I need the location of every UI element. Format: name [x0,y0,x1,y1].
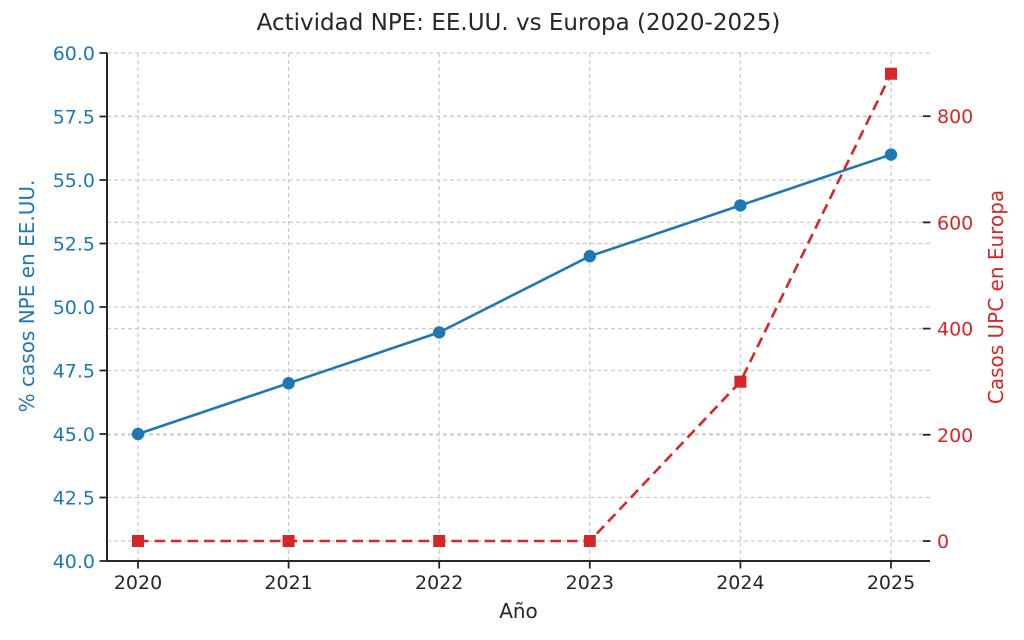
right-tick-label-200: 200 [937,425,973,447]
right-tick-label-600: 600 [937,212,973,234]
chart-title: Actividad NPE: EE.UU. vs Europa (2020-20… [256,10,781,36]
data-point-eu-upc-2023 [583,535,596,547]
right-tick-label-0: 0 [937,531,949,553]
data-point-us-npe-2023 [583,250,596,263]
left-tick-label-60: 60.0 [53,43,95,65]
left-tick-label-45: 45.0 [53,424,95,446]
x-axis-label: Año [499,599,538,623]
data-point-us-npe-2025 [884,148,898,161]
x-tick-label-2022: 2022 [415,572,463,594]
left-tick-label-50: 50.0 [53,297,95,319]
data-point-us-npe-2024 [734,199,747,212]
data-point-eu-upc-2025 [885,67,897,80]
data-point-us-npe-2022 [433,326,446,339]
series-eu-upc-line [138,73,893,543]
right-tick-label-800: 800 [937,106,973,128]
x-tick-label-2023: 2023 [566,572,614,594]
data-point-us-npe-2021 [282,377,295,390]
left-tick-label-42.5: 42.5 [53,488,95,510]
left-tick-label-47.5: 47.5 [53,361,95,383]
left-tick-label-52.5: 52.5 [53,234,95,256]
data-point-eu-upc-2022 [433,535,446,547]
data-point-us-npe-2020 [131,427,145,441]
left-tick-label-57.5: 57.5 [53,107,95,129]
right-tick-label-400: 400 [937,319,973,341]
left-tick-label-55: 55.0 [53,170,95,192]
x-tick-label-2025: 2025 [867,572,915,594]
x-tick-label-2020: 2020 [114,572,162,594]
series-us-npe-line [137,153,892,436]
data-point-eu-upc-2024 [734,375,747,388]
left-tick-label-40: 40.0 [53,551,95,573]
x-tick-label-2024: 2024 [716,572,764,594]
data-point-eu-upc-2021 [282,535,295,547]
x-tick-label-2021: 2021 [264,572,312,594]
data-point-eu-upc-2020 [132,535,144,547]
